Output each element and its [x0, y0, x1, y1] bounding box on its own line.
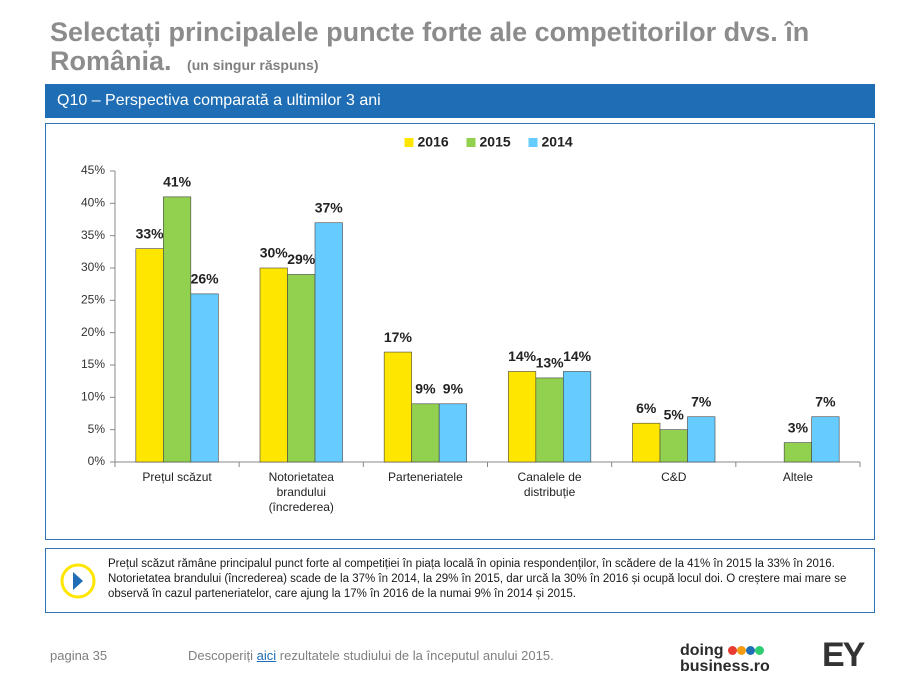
- legend-swatch: [528, 138, 538, 147]
- bar: [563, 371, 592, 463]
- y-tick-label: 35%: [81, 228, 105, 242]
- chart-frame: [45, 123, 875, 540]
- legend-swatch: [404, 138, 414, 147]
- bar: [783, 442, 812, 463]
- insight-box: Prețul scăzut rămâne principalul punct f…: [45, 548, 875, 613]
- value-label: 9%: [443, 381, 464, 397]
- value-label: 17%: [384, 329, 413, 345]
- y-tick-label: 30%: [81, 260, 105, 274]
- bar: [659, 429, 688, 463]
- y-tick-label: 25%: [81, 293, 105, 307]
- bar: [314, 222, 343, 463]
- bar: [438, 403, 467, 463]
- value-label: 26%: [191, 271, 220, 287]
- y-tick-label: 5%: [88, 422, 106, 436]
- y-tick-label: 20%: [81, 325, 105, 339]
- x-tick-label: C&D: [661, 470, 687, 484]
- page-number: pagina 35: [50, 648, 108, 663]
- icon: [60, 563, 96, 599]
- y-tick-label: 45%: [81, 163, 105, 177]
- value-label: 7%: [691, 393, 712, 409]
- logo-bottom: business.ro: [680, 658, 770, 676]
- bar: [163, 196, 192, 463]
- x-tick-label: Notorietatea brandului (încrederea): [268, 470, 334, 514]
- subtitle: (un singur răspuns): [187, 57, 319, 73]
- value-label: 14%: [563, 348, 592, 364]
- x-tick-label: Altele: [782, 470, 813, 484]
- x-tick-label: Prețul scăzut: [142, 470, 212, 484]
- value-label: 13%: [536, 355, 565, 371]
- legend-label: 2015: [480, 134, 511, 150]
- bar: [811, 416, 840, 463]
- logo-doing: doing business.ro: [680, 643, 770, 675]
- bar: [383, 351, 412, 463]
- y-tick-label: 40%: [81, 196, 105, 210]
- bar: [190, 293, 219, 463]
- bar: [535, 377, 564, 463]
- value-label: 5%: [664, 406, 685, 422]
- footer-note: Descoperiți aici rezultatele studiului d…: [188, 648, 554, 663]
- value-label: 41%: [163, 174, 192, 190]
- title-block: Selectați principalele puncte forte ale …: [50, 18, 870, 80]
- value-label: 37%: [315, 199, 344, 215]
- value-label: 29%: [287, 251, 316, 267]
- note-before: Descoperiți: [188, 648, 254, 663]
- value-label: 9%: [415, 381, 436, 397]
- logo-top: doing: [680, 642, 724, 660]
- y-tick-label: 10%: [81, 390, 105, 404]
- logo-dots: [728, 643, 764, 659]
- value-label: 30%: [260, 245, 289, 261]
- value-label: 14%: [508, 348, 537, 364]
- bar: [287, 274, 316, 463]
- bar: [259, 267, 288, 463]
- link[interactable]: aici: [256, 648, 277, 663]
- note-after: rezultatele studiului de la începutul an…: [279, 648, 554, 663]
- value-label: 7%: [815, 393, 836, 409]
- bar: [632, 422, 661, 463]
- banner: Q10 – Perspectiva comparată a ultimilor …: [45, 84, 875, 118]
- legend-swatch: [466, 138, 476, 147]
- x-tick-label: Parteneriatele: [388, 470, 463, 484]
- title: Selectați principalele puncte forte ale …: [50, 17, 810, 76]
- bar: [687, 416, 716, 463]
- x-tick-label: Canalele de distribuție: [517, 470, 582, 499]
- legend-label: 2016: [418, 134, 449, 150]
- bar: [411, 403, 440, 463]
- logo-ey: EY: [822, 636, 865, 674]
- bar: [135, 248, 164, 463]
- bar: [508, 371, 537, 463]
- value-label: 6%: [636, 400, 657, 416]
- value-label: 3%: [788, 419, 809, 435]
- value-label: 33%: [136, 225, 165, 241]
- legend-label: 2014: [542, 134, 573, 150]
- y-tick-label: 0%: [88, 454, 106, 468]
- insight-text: Prețul scăzut rămâne principalul punct f…: [108, 558, 847, 600]
- y-tick-label: 15%: [81, 357, 105, 371]
